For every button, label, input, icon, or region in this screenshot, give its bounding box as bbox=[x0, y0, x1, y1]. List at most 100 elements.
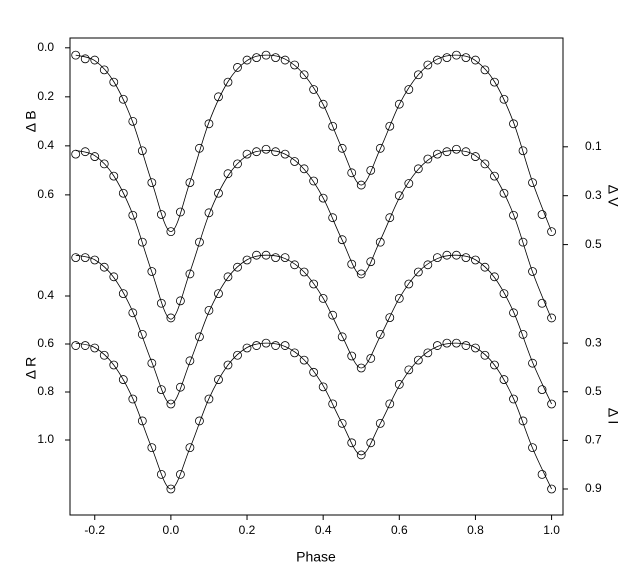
data-point bbox=[109, 171, 119, 181]
data-point bbox=[337, 235, 347, 245]
data-point bbox=[480, 159, 490, 169]
data-point bbox=[375, 418, 385, 428]
data-point bbox=[547, 227, 556, 237]
y-tick-label: 0.9 bbox=[585, 481, 602, 495]
data-point bbox=[147, 178, 157, 188]
y-tick-label: 1.0 bbox=[37, 432, 54, 446]
data-point bbox=[299, 267, 309, 277]
data-point bbox=[128, 394, 138, 404]
data-point bbox=[118, 188, 128, 198]
data-point bbox=[242, 255, 252, 265]
fit-curve bbox=[75, 342, 552, 490]
data-point bbox=[71, 149, 81, 159]
data-point bbox=[413, 355, 423, 365]
data-point bbox=[452, 338, 461, 348]
y-axis-label: Δ R bbox=[23, 357, 39, 380]
data-point bbox=[90, 343, 100, 353]
data-point bbox=[366, 165, 376, 175]
data-point bbox=[195, 332, 204, 342]
data-point bbox=[471, 55, 480, 65]
data-point bbox=[461, 253, 471, 263]
y-tick-label: 0.5 bbox=[585, 384, 602, 398]
data-point bbox=[490, 171, 499, 181]
data-point bbox=[432, 253, 442, 263]
data-point bbox=[299, 70, 309, 80]
data-point bbox=[547, 399, 556, 409]
data-point bbox=[528, 443, 537, 453]
data-point bbox=[195, 143, 204, 153]
data-point bbox=[90, 152, 100, 161]
data-point bbox=[318, 99, 328, 109]
data-point bbox=[252, 250, 261, 260]
data-point bbox=[471, 343, 480, 353]
y-tick-label: 0.5 bbox=[585, 237, 602, 251]
data-point bbox=[452, 250, 461, 260]
data-point bbox=[442, 147, 452, 157]
data-point bbox=[518, 329, 528, 339]
data-point bbox=[156, 298, 166, 308]
x-tick-label: 0.8 bbox=[467, 523, 484, 537]
data-point bbox=[128, 308, 138, 318]
data-point bbox=[318, 293, 328, 303]
data-point bbox=[413, 164, 423, 174]
data-point bbox=[385, 399, 395, 409]
data-point bbox=[99, 350, 109, 360]
data-point bbox=[252, 341, 261, 350]
data-point bbox=[404, 85, 414, 94]
data-point bbox=[471, 152, 480, 161]
data-point bbox=[394, 99, 404, 109]
data-point bbox=[185, 269, 195, 279]
data-point bbox=[109, 360, 119, 370]
data-point bbox=[337, 143, 347, 153]
y-tick-label: 0.3 bbox=[585, 335, 602, 349]
data-point bbox=[80, 147, 90, 157]
data-point bbox=[499, 188, 509, 198]
data-point bbox=[528, 178, 537, 188]
data-point bbox=[109, 272, 119, 282]
y-tick-label: 0.2 bbox=[37, 89, 54, 103]
data-point bbox=[452, 144, 461, 154]
data-point bbox=[347, 351, 357, 361]
y-axis-label: Δ V bbox=[605, 185, 621, 207]
data-point bbox=[185, 356, 195, 366]
data-point bbox=[318, 382, 328, 392]
data-point bbox=[309, 367, 319, 377]
data-point bbox=[128, 210, 138, 220]
data-point bbox=[480, 350, 490, 360]
data-point bbox=[233, 262, 242, 272]
data-point bbox=[99, 262, 109, 272]
data-point bbox=[509, 308, 518, 318]
data-point bbox=[452, 50, 461, 60]
y-tick-label: 0.7 bbox=[585, 433, 602, 447]
data-point bbox=[413, 267, 423, 277]
data-point bbox=[176, 469, 185, 479]
data-point bbox=[280, 253, 290, 263]
data-point bbox=[242, 55, 252, 65]
data-point bbox=[328, 121, 338, 131]
data-point bbox=[299, 164, 309, 174]
data-point bbox=[156, 385, 166, 395]
data-point bbox=[347, 168, 357, 178]
data-point bbox=[328, 213, 338, 223]
fit-curve bbox=[75, 54, 552, 233]
data-point bbox=[356, 450, 366, 460]
data-point bbox=[461, 147, 471, 157]
data-point bbox=[299, 355, 309, 365]
data-point bbox=[442, 250, 452, 260]
plot-frame bbox=[69, 37, 564, 516]
fit-curve bbox=[75, 150, 552, 320]
y-tick-label: 0.0 bbox=[37, 40, 54, 54]
data-point bbox=[423, 260, 433, 270]
y-tick-label: 0.8 bbox=[37, 384, 54, 398]
data-point bbox=[480, 262, 490, 272]
data-point bbox=[204, 119, 214, 129]
data-point bbox=[537, 210, 547, 219]
data-point bbox=[290, 60, 300, 70]
data-point bbox=[356, 180, 366, 190]
data-point bbox=[547, 313, 556, 323]
data-point bbox=[166, 484, 176, 494]
data-point bbox=[204, 305, 214, 315]
data-point bbox=[118, 289, 128, 299]
data-point bbox=[214, 92, 223, 102]
data-point bbox=[290, 157, 300, 166]
